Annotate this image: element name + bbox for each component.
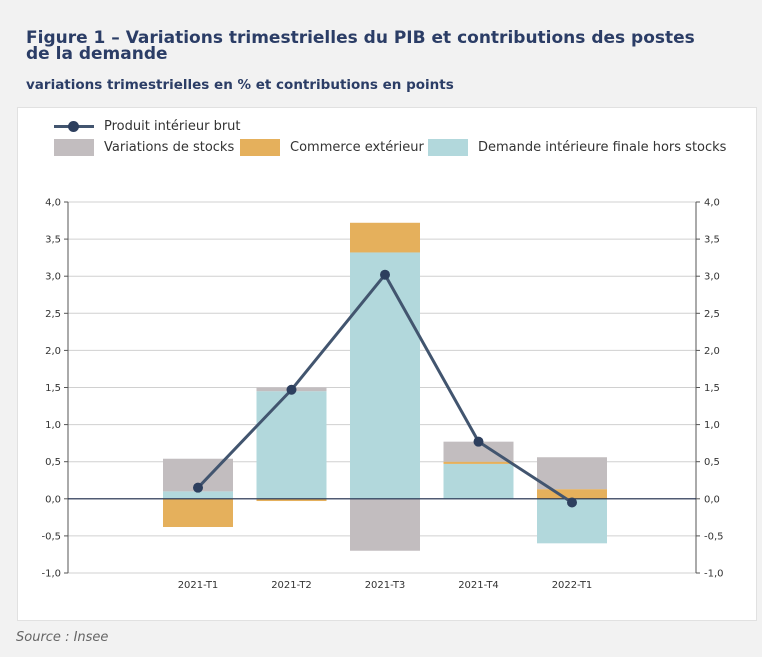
y-tick-label-left: -0,5 xyxy=(41,531,61,542)
chart-subtitle: variations trimestrielles en % et contri… xyxy=(26,77,454,93)
legend-swatch-demande xyxy=(428,139,468,156)
bar-commerce-ext-rieur xyxy=(537,489,607,499)
x-tick-label: 2021-T1 xyxy=(178,580,219,591)
pib-point xyxy=(473,436,484,447)
legend-swatch-pib xyxy=(54,118,94,135)
legend-swatch-commerce xyxy=(240,139,280,156)
legend-item-pib: Produit intérieur brut xyxy=(54,118,241,135)
y-tick-label-left: 4,0 xyxy=(45,198,61,209)
bar-commerce-ext-rieur xyxy=(256,498,327,502)
pib-point xyxy=(193,482,203,493)
bar-variations-de-stocks xyxy=(443,441,514,462)
bar-variations-de-stocks xyxy=(350,498,420,551)
y-tick-label-left: 2,5 xyxy=(45,309,61,320)
bar-commerce-ext-rieur xyxy=(350,222,420,253)
y-tick-label-left: 3,0 xyxy=(45,272,61,283)
legend-label-commerce: Commerce extérieur xyxy=(290,140,424,155)
x-tick-label: 2021-T2 xyxy=(271,580,312,591)
bar-demande-int-rieure-finale-hors-stocks xyxy=(163,491,233,499)
x-tick-label: 2022-T1 xyxy=(552,580,593,591)
pib-point xyxy=(380,269,390,280)
legend-label-demande: Demande intérieure finale hors stocks xyxy=(478,140,727,155)
y-tick-label-left: 1,5 xyxy=(45,383,61,394)
y-tick-label-left: 2,0 xyxy=(45,346,61,357)
pib-point xyxy=(567,497,577,508)
legend-item-demande: Demande intérieure finale hors stocks xyxy=(428,139,726,156)
x-tick-label: 2021-T3 xyxy=(365,580,406,591)
y-tick-label-right: 3,0 xyxy=(704,272,720,283)
source-note: Source : Insee xyxy=(16,630,109,645)
chart-title: Figure 1 – Variations trimestrielles du … xyxy=(26,28,695,64)
bar-commerce-ext-rieur xyxy=(443,461,514,464)
y-tick-label-left: 3,5 xyxy=(45,235,61,246)
legend-swatch-stocks xyxy=(54,139,94,156)
y-tick-label-right: 1,0 xyxy=(704,420,720,431)
y-tick-label-right: 2,0 xyxy=(704,346,720,357)
y-tick-label-right: -1,0 xyxy=(704,569,724,580)
legend-label-pib: Produit intérieur brut xyxy=(104,119,241,134)
bar-demande-int-rieure-finale-hors-stocks xyxy=(443,463,514,499)
bar-demande-int-rieure-finale-hors-stocks xyxy=(350,252,420,499)
y-tick-label-left: -1,0 xyxy=(41,569,61,580)
bar-variations-de-stocks xyxy=(537,457,607,490)
y-tick-label-right: -0,5 xyxy=(704,531,724,542)
y-tick-label-left: 0,5 xyxy=(45,457,61,468)
bar-demande-int-rieure-finale-hors-stocks xyxy=(256,391,327,499)
bar-commerce-ext-rieur xyxy=(163,498,233,527)
legend-label-stocks: Variations de stocks xyxy=(104,140,235,155)
y-tick-label-left: 0,0 xyxy=(45,494,61,505)
y-tick-label-right: 4,0 xyxy=(704,198,720,209)
y-tick-label-right: 3,5 xyxy=(704,235,720,246)
y-tick-label-right: 0,0 xyxy=(704,494,720,505)
y-tick-label-right: 1,5 xyxy=(704,383,720,394)
y-tick-label-right: 0,5 xyxy=(704,457,720,468)
legend-item-commerce: Commerce extérieur xyxy=(240,139,424,156)
pib-point xyxy=(286,384,297,395)
x-tick-label: 2021-T4 xyxy=(458,580,499,591)
legend-item-stocks: Variations de stocks xyxy=(54,139,234,156)
y-tick-label-left: 1,0 xyxy=(45,420,61,431)
y-tick-label-right: 2,5 xyxy=(704,309,720,320)
